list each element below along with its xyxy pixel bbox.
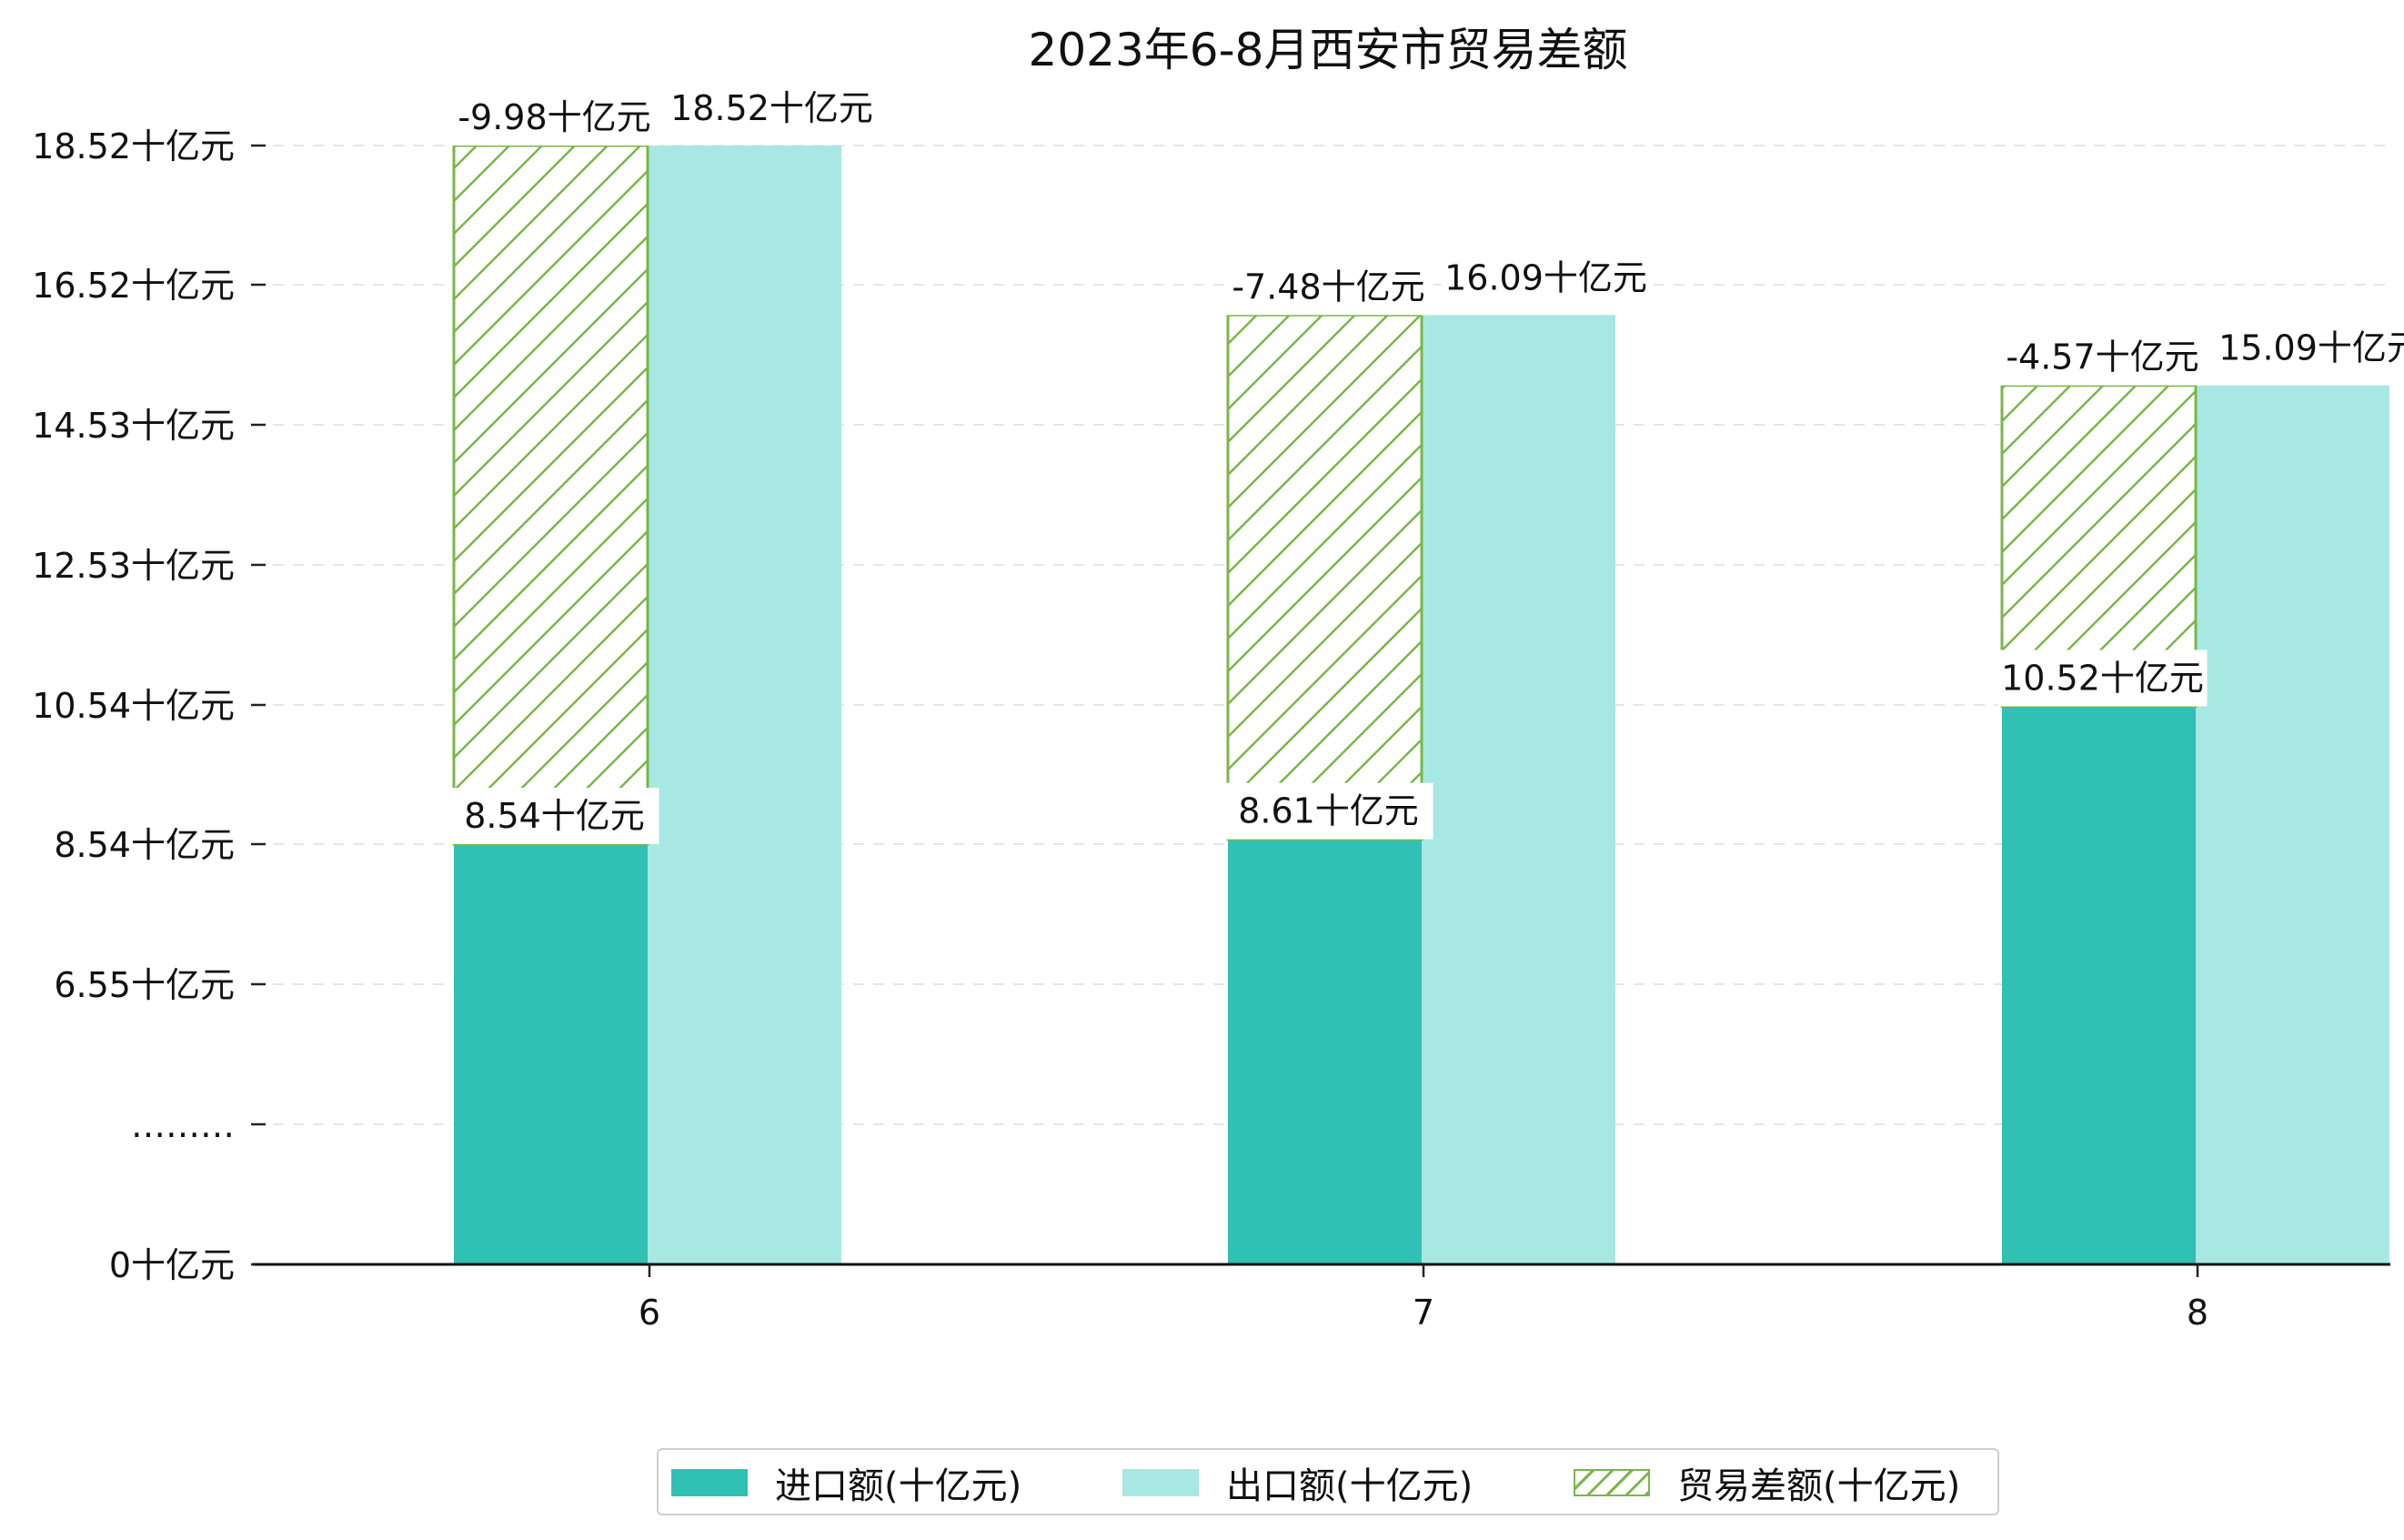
- legend-item-balance: 贸易差额(十亿元): [1574, 1463, 1960, 1503]
- legend-label-exports: 出口额(十亿元): [1226, 1456, 1473, 1509]
- data-label-exports: 15.09十亿元: [2216, 320, 2404, 377]
- bar-imports: [1228, 840, 1422, 1264]
- y-tick-label: 0十亿元: [109, 1245, 235, 1285]
- x-tick-label: 8: [2187, 1293, 2208, 1333]
- y-tick-label: 16.52十亿元: [32, 266, 235, 306]
- y-tick-label: 6.55十亿元: [54, 965, 235, 1005]
- data-label-balance: -4.57十亿元: [1998, 329, 2208, 386]
- data-label-exports: 18.52十亿元: [668, 80, 877, 136]
- data-label-text: 15.09十亿元: [2218, 328, 2404, 368]
- legend-swatch-exports: [1122, 1469, 1199, 1496]
- data-label-text: 8.54十亿元: [464, 796, 645, 836]
- x-tick-label: 7: [1413, 1293, 1434, 1333]
- legend-swatch-imports: [671, 1469, 748, 1496]
- data-label-text: -4.57十亿元: [2006, 337, 2198, 377]
- y-tick-label: 10.54十亿元: [32, 686, 235, 726]
- legend-item-imports: 进口额(十亿元): [671, 1463, 1021, 1503]
- x-tick-label: 6: [639, 1293, 660, 1333]
- bar-exports: [648, 146, 841, 1264]
- chart-title: 2023年6-8月西安市贸易差额: [1029, 24, 1628, 76]
- legend-item-exports: 出口额(十亿元): [1122, 1463, 1473, 1503]
- data-label-imports: 10.52十亿元: [1998, 650, 2208, 707]
- data-label-text: 8.61十亿元: [1238, 791, 1419, 831]
- bar-imports: [454, 844, 648, 1264]
- legend-swatch-balance: [1574, 1469, 1650, 1496]
- data-label-text: -9.98十亿元: [458, 97, 650, 137]
- data-label-balance: -9.98十亿元: [450, 89, 659, 146]
- legend-label-balance: 贸易差额(十亿元): [1677, 1456, 1960, 1509]
- data-label-text: -7.48十亿元: [1232, 267, 1424, 307]
- data-label-text: 10.52十亿元: [2001, 659, 2204, 699]
- y-tick-label: 18.52十亿元: [32, 126, 235, 166]
- data-label-balance: -7.48十亿元: [1224, 258, 1433, 315]
- legend: 进口额(十亿元) 出口额(十亿元) 贸易差额(十亿元): [657, 1448, 1999, 1515]
- y-tick-label: 8.54十亿元: [54, 825, 235, 865]
- bar-balance: [1228, 315, 1422, 839]
- data-label-imports: 8.61十亿元: [1224, 783, 1433, 840]
- y-tick-label: 14.53十亿元: [32, 406, 235, 446]
- bar-exports: [2196, 386, 2389, 1264]
- data-label-text: 16.09十亿元: [1444, 257, 1647, 297]
- y-tick-label: 12.53十亿元: [32, 546, 235, 586]
- data-label-imports: 8.54十亿元: [450, 788, 659, 844]
- data-label-exports: 16.09十亿元: [1442, 249, 1651, 306]
- bar-imports: [2002, 707, 2196, 1264]
- data-label-text: 18.52十亿元: [670, 88, 873, 128]
- legend-label-imports: 进口额(十亿元): [775, 1456, 1021, 1509]
- bar-exports: [1422, 315, 1615, 1264]
- bar-balance: [454, 146, 648, 844]
- y-tick-label: ………: [131, 1105, 235, 1145]
